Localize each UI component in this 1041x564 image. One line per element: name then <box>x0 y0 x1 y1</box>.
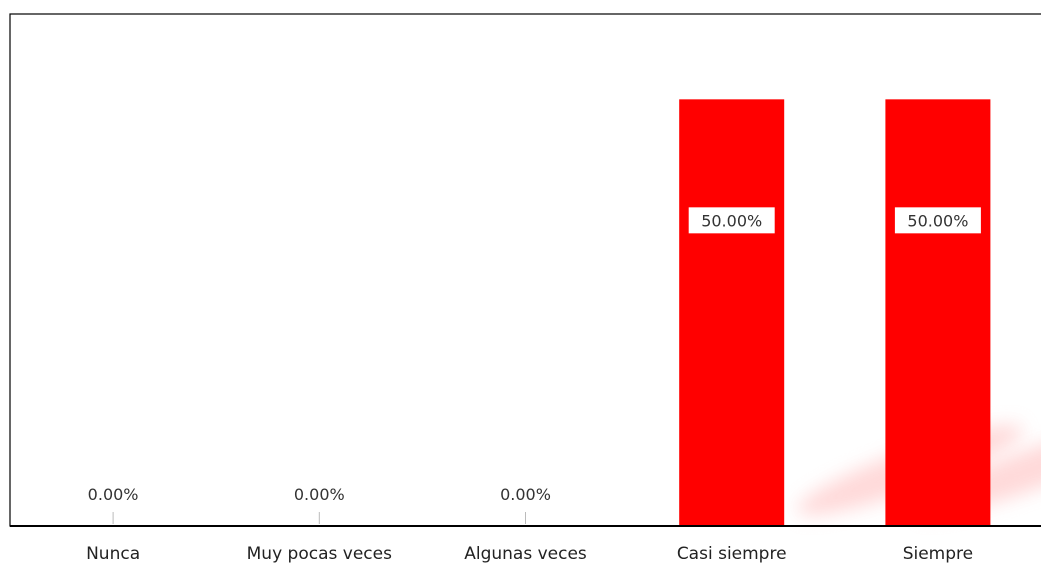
plot-frame <box>9 13 1041 527</box>
bar-3 <box>679 99 785 526</box>
data-label-4: 50.00% <box>907 211 968 230</box>
data-label-0: 0.00% <box>88 485 139 504</box>
data-label-3: 50.00% <box>701 211 762 230</box>
data-label-1: 0.00% <box>294 485 345 504</box>
leader-lines-group <box>112 512 526 524</box>
data-label-2: 0.00% <box>500 485 551 504</box>
x-tick-label-0: Nunca <box>86 544 140 564</box>
x-tick-label-1: Muy pocas veces <box>247 544 392 564</box>
data-labels-group: 0.00% 0.00% 0.00% 50.00% 50.00% <box>88 207 981 504</box>
data-label-box-3 <box>688 207 775 234</box>
bars-group <box>679 99 991 526</box>
x-tick-label-4: Siempre <box>903 544 973 564</box>
bar-4 <box>885 99 991 526</box>
data-label-box-4 <box>894 207 981 234</box>
x-tick-labels-group: Nunca Muy pocas veces Algunas veces Casi si… <box>86 544 973 564</box>
x-tick-label-2: Algunas veces <box>464 544 587 564</box>
x-tick-label-3: Casi siempre <box>677 544 787 564</box>
